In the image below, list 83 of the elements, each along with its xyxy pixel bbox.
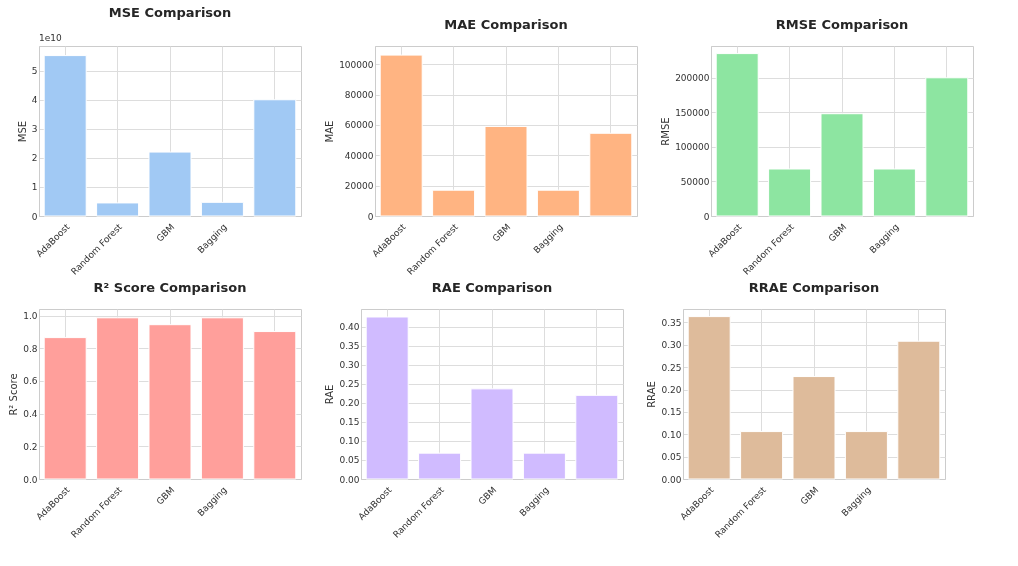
bar [200, 317, 244, 480]
y-tick-label: 20000 [344, 181, 374, 192]
y-tick-label: 0.15 [339, 417, 360, 428]
y-tick-label: 40000 [344, 150, 374, 161]
bar [253, 99, 297, 217]
y-tick-label: 2 [31, 153, 38, 164]
bar [418, 452, 462, 480]
y-tick-label: 0 [367, 211, 374, 222]
bar [148, 151, 192, 217]
y-tick-label: 0.20 [339, 398, 360, 409]
bar [872, 168, 916, 217]
y-tick-label: 0.20 [661, 385, 682, 396]
y-tick-label: 60000 [344, 120, 374, 131]
y-tick-label: 0.25 [339, 379, 360, 390]
bar [43, 337, 87, 480]
y-tick-label: 0.35 [661, 317, 682, 328]
bar [536, 189, 580, 217]
bar [687, 316, 731, 480]
y-tick-label: 0.00 [339, 474, 360, 485]
bar [792, 376, 836, 480]
y-tick-label: 0.0 [23, 474, 38, 485]
y-tick-label: 0.05 [339, 455, 360, 466]
y-tick-label: 100000 [675, 142, 710, 153]
bar [715, 53, 759, 217]
bar [844, 431, 888, 480]
chart-title: RRAE Comparison [748, 280, 880, 295]
y-tick-label: 0.00 [661, 474, 682, 485]
bar [589, 132, 633, 217]
y-tick-label: 0.25 [661, 362, 682, 373]
y-tick-label: 1 [31, 182, 38, 193]
y-tick-label: 0 [31, 211, 38, 222]
bar [253, 331, 297, 480]
bar [575, 394, 619, 480]
y-axis-title: MAE [324, 120, 336, 143]
y-axis-title: RRAE [646, 381, 658, 408]
bar [768, 168, 812, 217]
bar [96, 317, 140, 480]
y-tick-label: 0.30 [661, 340, 682, 351]
y-tick-label: 0.4 [23, 409, 38, 420]
y-tick-label: 0.15 [661, 407, 682, 418]
y-tick-label: 0.10 [339, 436, 360, 447]
y-tick-label: 100000 [339, 59, 374, 70]
y-axis-title: RMSE [660, 117, 672, 146]
y-tick-label: 5 [31, 66, 38, 77]
y-axis-title: RAE [324, 384, 336, 405]
y-axis-title: MSE [16, 120, 28, 143]
chart-title: MAE Comparison [444, 17, 568, 32]
chart-title: RMSE Comparison [775, 17, 909, 32]
bar [484, 125, 528, 217]
bar [432, 189, 476, 217]
y-tick-label: 4 [31, 95, 38, 106]
chart-title: R² Score Comparison [93, 280, 247, 295]
bar [470, 388, 514, 480]
y-tick-label: 3 [31, 124, 38, 135]
y-tick-label: 0.2 [23, 441, 38, 452]
y-tick-label: 0.30 [339, 360, 360, 371]
bar [522, 452, 566, 480]
y-tick-label: 0.05 [661, 452, 682, 463]
y-tick-label: 0.40 [339, 322, 360, 333]
y-tick-label: 0.8 [23, 343, 38, 354]
chart-title: RAE Comparison [431, 280, 553, 295]
y-tick-label: 200000 [675, 73, 710, 84]
bar [820, 113, 864, 217]
bar [365, 316, 409, 480]
y-axis-title: R² Score [8, 373, 20, 416]
bar [897, 340, 941, 480]
y-tick-label: 80000 [344, 90, 374, 101]
y-tick-label: 150000 [675, 107, 710, 118]
bar [925, 77, 969, 217]
bar [148, 324, 192, 480]
y-tick-label: 0.35 [339, 341, 360, 352]
bar [740, 431, 784, 480]
bar [200, 201, 244, 217]
y-tick-label: 1.0 [23, 311, 38, 322]
bar [96, 202, 140, 217]
text: 1e10 [39, 33, 62, 43]
y-tick-label: 0.10 [661, 429, 682, 440]
bar [379, 54, 423, 217]
chart-title: MSE Comparison [108, 5, 232, 20]
y-tick-label: 0 [703, 211, 710, 222]
y-tick-label: 50000 [680, 176, 710, 187]
bar [43, 55, 87, 217]
y-tick-label: 0.6 [23, 376, 38, 387]
